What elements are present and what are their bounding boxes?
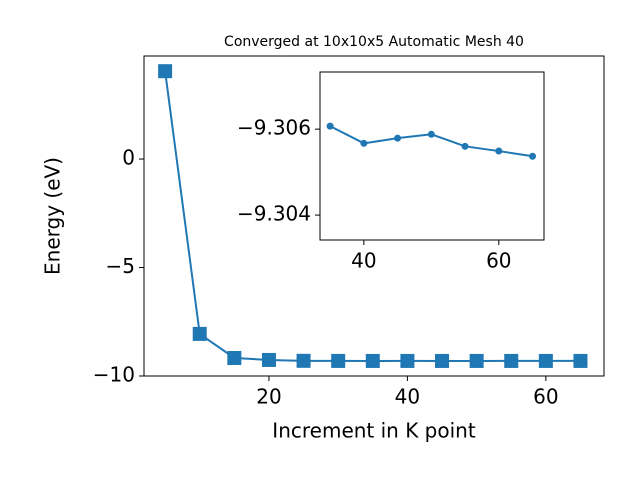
marker: [573, 353, 588, 368]
x-tick-label: 60: [486, 249, 511, 273]
x-tick-label: 20: [256, 385, 281, 409]
axes-frame: [319, 71, 545, 241]
marker: [461, 142, 469, 150]
y-axis-label: Energy (eV): [41, 157, 65, 275]
x-tick-label: 40: [395, 385, 420, 409]
chart-title: Converged at 10x10x5 Automatic Mesh 40: [224, 34, 524, 50]
marker: [504, 353, 519, 368]
marker: [192, 326, 207, 341]
x-tick-label: 40: [351, 249, 376, 273]
marker: [538, 353, 553, 368]
y-tick-label: −9.306: [237, 116, 311, 140]
marker: [261, 352, 276, 367]
marker: [365, 353, 380, 368]
y-tick-label: −5: [106, 254, 135, 278]
x-tick-label: 60: [533, 385, 558, 409]
marker: [158, 64, 173, 79]
y-tick-label: −9.304: [237, 202, 311, 226]
inset-background: [320, 72, 544, 240]
y-tick-label: −10: [93, 363, 135, 387]
marker: [326, 122, 334, 130]
marker: [394, 134, 402, 142]
marker: [360, 139, 368, 147]
marker: [495, 147, 503, 155]
axes-frame: [143, 55, 605, 377]
y-tick-label: 0: [122, 146, 135, 170]
marker: [227, 350, 242, 365]
marker: [331, 353, 346, 368]
marker: [400, 353, 415, 368]
marker: [427, 130, 435, 138]
marker: [296, 353, 311, 368]
marker: [529, 152, 537, 160]
x-axis-label: Increment in K point: [272, 419, 476, 443]
marker: [435, 353, 450, 368]
marker: [469, 353, 484, 368]
